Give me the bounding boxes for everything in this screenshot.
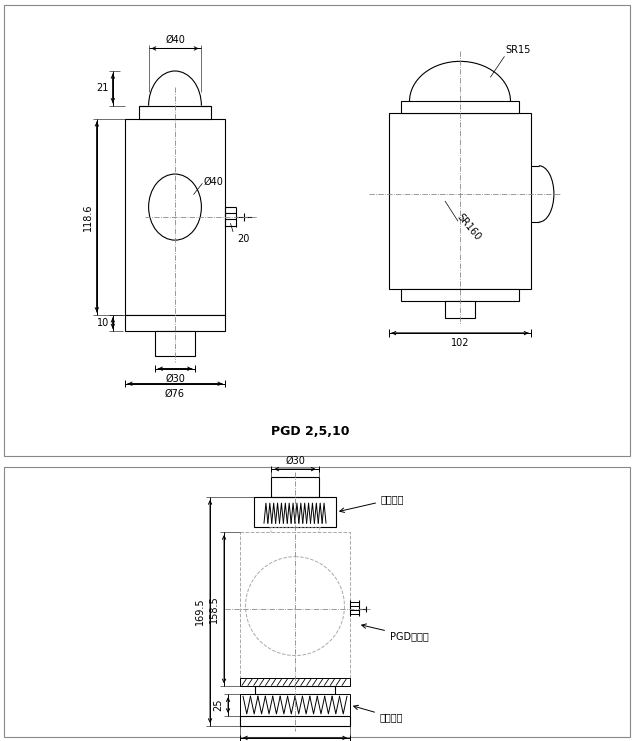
Bar [445, 301, 475, 318]
Text: Ø30: Ø30 [165, 373, 185, 384]
Text: SR15: SR15 [505, 45, 531, 55]
Text: 169.5: 169.5 [195, 598, 205, 625]
Text: 21: 21 [97, 83, 109, 93]
Text: Ø40: Ø40 [203, 177, 224, 187]
Bar [240, 716, 350, 726]
Text: Ø76: Ø76 [165, 389, 185, 399]
Bar [155, 331, 195, 356]
Text: Ø40: Ø40 [165, 35, 185, 44]
Bar [255, 686, 335, 694]
Text: 158.5: 158.5 [209, 595, 219, 623]
Bar [125, 315, 225, 331]
Text: 118.6: 118.6 [83, 203, 93, 230]
Bar [254, 497, 336, 527]
Text: 102: 102 [451, 338, 469, 348]
Text: 上承压头: 上承压头 [340, 494, 404, 513]
Bar [401, 289, 519, 301]
Text: SR160: SR160 [455, 212, 483, 243]
Text: 25: 25 [213, 699, 223, 711]
Bar [240, 678, 350, 686]
Text: Ø30: Ø30 [285, 456, 305, 466]
Text: 20: 20 [237, 234, 250, 245]
Bar [125, 119, 225, 315]
Bar [139, 106, 211, 119]
Bar [240, 532, 350, 686]
Text: 10: 10 [97, 318, 109, 328]
Bar [401, 102, 519, 113]
Bar [389, 113, 531, 289]
Text: 下承压头: 下承压头 [354, 705, 403, 722]
Text: PGD 2,5,10: PGD 2,5,10 [271, 425, 349, 439]
Bar [240, 694, 350, 716]
Text: PGD传感器: PGD传感器 [362, 624, 429, 641]
